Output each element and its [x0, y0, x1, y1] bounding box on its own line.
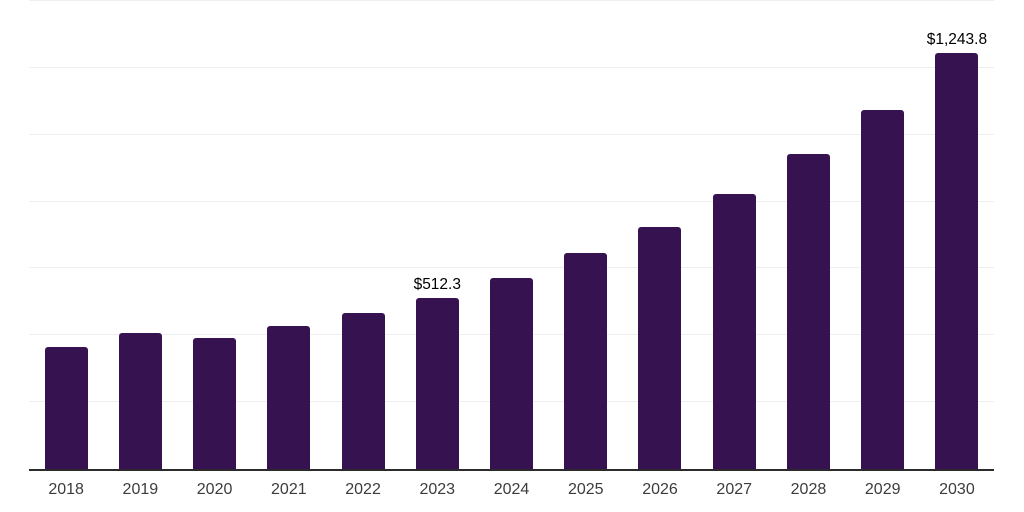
bar-column-2026 — [623, 1, 697, 469]
bar-column-2021 — [252, 1, 326, 469]
x-tick-2026: 2026 — [642, 481, 678, 498]
data-label-2030: $1,243.8 — [926, 31, 988, 49]
bars-layer: $512.3 $1,243.8 — [29, 1, 994, 469]
bar-column-2027 — [697, 1, 771, 469]
bar-column-2025 — [549, 1, 623, 469]
bar-2021[interactable] — [267, 325, 311, 469]
x-tick-2028: 2028 — [790, 481, 827, 498]
bar-2020[interactable] — [193, 338, 237, 469]
gridline-1000 — [29, 133, 994, 135]
x-tick-2025: 2025 — [567, 481, 604, 498]
data-label-2023: $512.3 — [413, 275, 461, 293]
x-tick-2023: 2023 — [419, 481, 456, 498]
x-tick-2021: 2021 — [271, 481, 307, 498]
x-tick-2022: 2022 — [345, 481, 381, 498]
x-tick-2018: 2018 — [48, 481, 84, 498]
gridline-800 — [29, 200, 994, 202]
bar-2027[interactable] — [712, 193, 756, 469]
bar-2029[interactable] — [861, 109, 905, 469]
bar-column-2018 — [29, 1, 103, 469]
bar-column-2029 — [846, 1, 920, 469]
gridline-600 — [29, 267, 994, 269]
bar-column-2030: $1,243.8 — [920, 1, 994, 469]
bar-column-2028 — [771, 1, 845, 469]
x-tick-2020: 2020 — [196, 481, 233, 498]
x-tick-2024: 2024 — [493, 481, 530, 498]
x-axis-labels: 2018 2019 2020 2021 2022 2023 2024 2025 2026 2027… — [29, 481, 994, 499]
x-tick-2030: 2030 — [939, 481, 975, 498]
bar-2018[interactable] — [44, 347, 88, 469]
x-tick-2019: 2019 — [122, 481, 159, 498]
bar-2026[interactable] — [638, 226, 682, 469]
plot-area: $512.3 $1,243.8 — [29, 0, 994, 471]
x-tick-2029: 2029 — [864, 481, 901, 498]
bar-2025[interactable] — [564, 253, 608, 469]
bar-column-2019 — [103, 1, 177, 469]
bar-2030[interactable]: $1,243.8 — [927, 31, 987, 469]
bar-column-2023: $512.3 — [400, 1, 474, 469]
bar-column-2020 — [177, 1, 251, 469]
bar-2024[interactable] — [490, 277, 534, 469]
x-tick-2027: 2027 — [716, 481, 753, 498]
bar-2023[interactable]: $512.3 — [414, 276, 461, 469]
gridline-1400 — [29, 0, 994, 1]
bar-column-2024 — [474, 1, 548, 469]
bar-2019[interactable] — [118, 332, 162, 469]
bar-2028[interactable] — [786, 154, 830, 469]
gridline-1200 — [29, 66, 994, 68]
bar-2022[interactable] — [341, 312, 385, 469]
bar-column-2022 — [326, 1, 400, 469]
